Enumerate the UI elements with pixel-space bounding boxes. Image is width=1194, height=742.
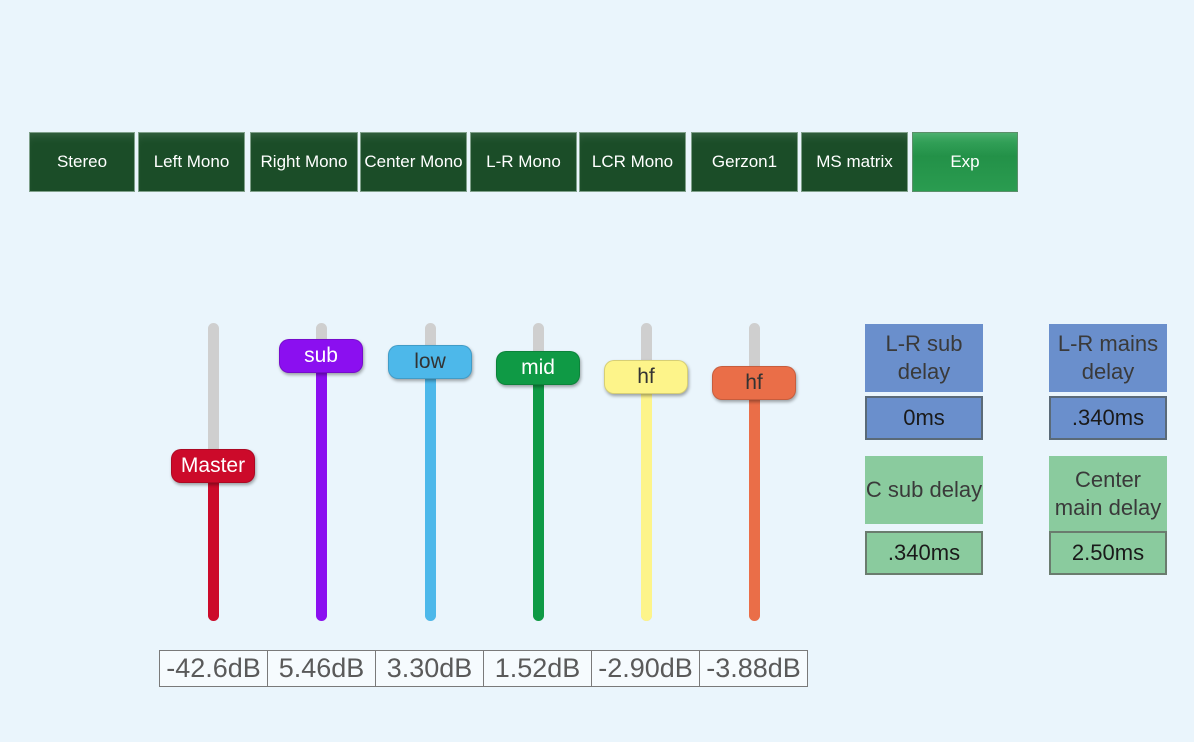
mode-button-lr-mono[interactable]: L-R Mono: [470, 132, 577, 192]
c-sub-delay-value[interactable]: .340ms: [865, 531, 983, 575]
lr-sub-delay-value[interactable]: 0ms: [865, 396, 983, 440]
mid-readout: 1.52dB: [483, 650, 592, 687]
mode-button-lcr-mono[interactable]: LCR Mono: [579, 132, 686, 192]
low-fader-knob[interactable]: low: [388, 344, 472, 379]
mode-button-ms-matrix[interactable]: MS matrix: [801, 132, 908, 192]
mode-button-center-mono[interactable]: Center Mono: [360, 132, 467, 192]
hf-fader-knob[interactable]: hf: [604, 359, 688, 394]
c-sub-delay-label: C sub delay: [865, 456, 983, 524]
low-readout: 3.30dB: [375, 650, 484, 687]
lr-mains-delay-label: L-R mains delay: [1049, 324, 1167, 392]
hf-fader-fill: [641, 376, 652, 621]
mode-button-gerzon1[interactable]: Gerzon1: [691, 132, 798, 192]
master-readout: -42.6dB: [159, 650, 268, 687]
mode-button-exp[interactable]: Exp: [912, 132, 1018, 192]
sub-fader-knob[interactable]: sub: [279, 338, 363, 373]
lr-mains-delay-value[interactable]: .340ms: [1049, 396, 1167, 440]
mode-button-right-mono[interactable]: Right Mono: [250, 132, 358, 192]
hf2-readout: -3.88dB: [699, 650, 808, 687]
sub-fader-fill: [316, 355, 327, 621]
mid-fader-knob[interactable]: mid: [496, 350, 580, 385]
low-fader-fill: [425, 361, 436, 621]
mode-button-left-mono[interactable]: Left Mono: [138, 132, 245, 192]
lr-sub-delay-label: L-R sub delay: [865, 324, 983, 392]
master-fader-fill: [208, 466, 219, 621]
center-main-delay-label: Center main delay: [1049, 456, 1167, 532]
center-main-delay-value[interactable]: 2.50ms: [1049, 531, 1167, 575]
mode-button-stereo[interactable]: Stereo: [29, 132, 135, 192]
master-fader-knob[interactable]: Master: [171, 449, 255, 484]
sub-readout: 5.46dB: [267, 650, 376, 687]
mid-fader-fill: [533, 367, 544, 621]
hf-readout: -2.90dB: [591, 650, 700, 687]
hf2-fader-knob[interactable]: hf: [712, 365, 796, 400]
hf2-fader-fill: [749, 382, 760, 621]
